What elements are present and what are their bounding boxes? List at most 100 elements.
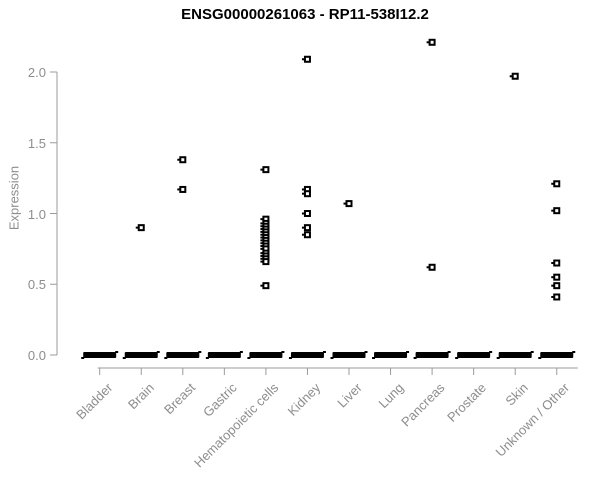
data-point (428, 38, 436, 46)
data-point-dash (260, 254, 264, 257)
data-point (303, 224, 311, 232)
data-point-dash (260, 222, 264, 225)
zero-cluster-bar-nub (530, 351, 534, 353)
data-point-dash (260, 228, 264, 231)
zero-cluster-bar (290, 352, 324, 358)
data-point-dash (551, 209, 555, 212)
zero-cluster-bar-nub (239, 351, 243, 353)
data-point-dash (260, 242, 264, 245)
data-point (179, 185, 187, 193)
data-point (553, 180, 561, 188)
zero-cluster-bar-nub (572, 351, 576, 353)
data-point-dash (551, 182, 555, 185)
data-point-dash (301, 212, 305, 215)
zero-cluster-bar-nub (455, 357, 459, 359)
data-point-dash (177, 188, 181, 191)
zero-cluster-bar-nub (288, 357, 292, 359)
data-point-dash (551, 262, 555, 265)
data-point (262, 166, 270, 174)
data-point (303, 55, 311, 63)
data-point-dash (260, 236, 264, 239)
y-tick-label: 1.5 (27, 135, 46, 151)
data-point-dash (301, 192, 305, 195)
zero-cluster-bar-nub (489, 351, 493, 353)
data-point-dash (426, 266, 430, 269)
data-point (553, 282, 561, 290)
data-point (137, 224, 145, 232)
data-point-dash (551, 276, 555, 279)
data-point-dash (301, 226, 305, 229)
zero-cluster-bar (374, 352, 408, 358)
data-point-dash (260, 284, 264, 287)
zero-cluster-bar (498, 352, 532, 358)
chart-title: ENSG00000261063 - RP11-538I12.2 (181, 6, 429, 23)
zero-cluster-bar-nub (364, 351, 368, 353)
data-point (303, 190, 311, 198)
data-point (553, 207, 561, 215)
zero-cluster-bar-nub (205, 357, 209, 359)
data-point-dash (260, 252, 264, 255)
data-point (303, 231, 311, 239)
data-point-dash (177, 158, 181, 161)
data-point-dash (260, 245, 264, 248)
data-point (428, 263, 436, 271)
zero-cluster-bar-nub (413, 357, 417, 359)
zero-cluster-bar-nub (115, 351, 119, 353)
data-point (179, 156, 187, 164)
zero-cluster-bar-nub (372, 357, 376, 359)
zero-cluster-bar-nub (496, 357, 500, 359)
zero-cluster-bar-nub (330, 357, 334, 359)
data-point-dash (260, 230, 264, 233)
y-tick-label: 0.5 (27, 277, 46, 293)
zero-cluster-bar-nub (81, 357, 85, 359)
zero-cluster-bar (415, 352, 449, 358)
data-point-dash (260, 260, 264, 263)
zero-cluster-bar-nub (406, 351, 410, 353)
data-point-dash (551, 284, 555, 287)
data-point (553, 273, 561, 281)
zero-cluster-bar-nub (247, 357, 251, 359)
zero-cluster-bar (332, 352, 366, 358)
data-point (262, 258, 270, 266)
data-point (345, 200, 353, 208)
zero-cluster-bar (540, 352, 574, 358)
data-point-dash (426, 41, 430, 44)
zero-cluster-bar (249, 352, 283, 358)
zero-cluster-bar (166, 352, 200, 358)
data-point-dash (260, 218, 264, 221)
zero-cluster-bar (457, 352, 491, 358)
y-tick-label: 2.0 (27, 65, 46, 80)
zero-cluster-bar-nub (322, 351, 326, 353)
data-point-dash (260, 247, 264, 250)
zero-cluster-bar-nub (198, 351, 202, 353)
data-point-dash (301, 58, 305, 61)
data-point-dash (260, 239, 264, 242)
data-point-dash (551, 295, 555, 298)
zero-cluster-bar-nub (447, 351, 451, 353)
data-point-dash (301, 233, 305, 236)
data-point-dash (260, 168, 264, 171)
data-point-dash (260, 233, 264, 236)
zero-cluster-bar-nub (538, 357, 542, 359)
zero-cluster-bar (83, 352, 117, 358)
data-point (303, 210, 311, 217)
data-point-dash (135, 226, 139, 229)
y-tick-label: 0.0 (27, 348, 46, 363)
data-point (262, 282, 270, 290)
data-point-dash (301, 188, 305, 191)
zero-cluster-bar-nub (122, 357, 126, 359)
data-point (553, 293, 561, 301)
data-point (511, 72, 519, 80)
y-tick-label: 1.0 (27, 206, 46, 222)
data-point-dash (260, 225, 264, 228)
zero-cluster-bar (207, 352, 241, 358)
zero-cluster-bar (124, 352, 158, 358)
data-point-dash (343, 202, 347, 205)
zero-cluster-bar-nub (281, 351, 285, 353)
data-point-dash (509, 75, 513, 78)
data-point-dash (260, 257, 264, 260)
zero-cluster-bar-nub (164, 357, 168, 359)
data-point (553, 259, 561, 267)
